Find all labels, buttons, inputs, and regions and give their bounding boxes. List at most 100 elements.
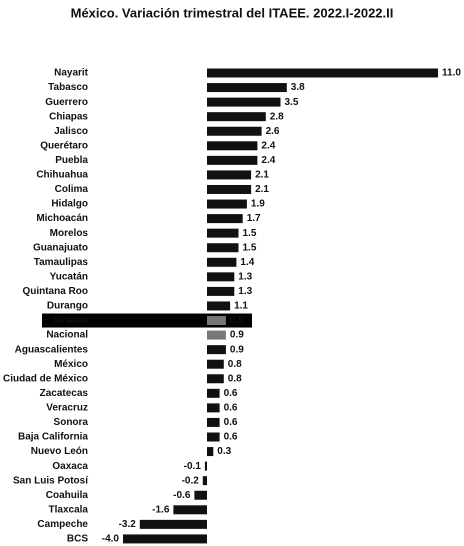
category-label: Nacional [46, 330, 88, 341]
category-label: Oaxaca [52, 461, 88, 472]
value-label: 1.9 [251, 199, 265, 210]
bar [173, 505, 207, 515]
category-label: BCS [67, 534, 88, 545]
value-label: -0.6 [173, 490, 191, 501]
value-label: 2.1 [255, 170, 269, 181]
bar [207, 68, 438, 78]
bar [207, 330, 226, 340]
value-label: 1.5 [243, 242, 257, 253]
bar [202, 476, 207, 486]
bar [207, 126, 262, 136]
value-label: 2.4 [261, 155, 275, 166]
value-label: 11.0 [442, 68, 461, 79]
category-label: Nuevo León [31, 446, 88, 457]
value-label: 1.7 [247, 213, 261, 224]
bar [207, 257, 237, 267]
value-label: 0.6 [224, 388, 238, 399]
value-label: 2.6 [266, 126, 280, 137]
value-label: 2.4 [261, 140, 275, 151]
value-label: 2.8 [270, 111, 284, 122]
category-label: Guerrero [45, 97, 88, 108]
category-label: Yucatán [50, 271, 88, 282]
bar [207, 272, 235, 282]
bar [123, 534, 207, 544]
category-label: Puebla [55, 155, 88, 166]
chart-title: México. Variación trimestral del ITAEE. … [71, 5, 394, 20]
bar [207, 243, 239, 253]
value-label: -0.2 [182, 475, 200, 486]
value-label: 0.9 [230, 344, 244, 355]
bar [207, 345, 226, 355]
category-label: Campeche [37, 519, 88, 530]
category-label: Querétaro [40, 140, 88, 151]
value-label: -0.1 [184, 461, 202, 472]
bar [207, 112, 266, 122]
bar [207, 97, 281, 107]
value-label: 2.1 [255, 184, 269, 195]
category-label: Chiapas [49, 111, 88, 122]
value-label: 0.8 [228, 359, 242, 370]
bar [207, 301, 231, 311]
value-label: 0.6 [224, 417, 238, 428]
value-label: 0.9 [230, 315, 244, 326]
category-label: Morelos [50, 228, 89, 239]
bar [207, 199, 247, 209]
category-label: Nayarit [54, 68, 89, 79]
value-label: 0.9 [230, 330, 244, 341]
bar [207, 286, 235, 296]
category-label: Tamaulipas [34, 257, 89, 268]
category-label: Coahuila [46, 490, 89, 501]
bar [207, 228, 239, 238]
value-label: 3.5 [285, 97, 299, 108]
value-label: -4.0 [102, 534, 120, 545]
category-label: Tabasco [48, 82, 88, 93]
category-label: Chihuahua [36, 170, 88, 181]
category-label: Aguascalientes [15, 344, 89, 355]
bar [207, 374, 224, 384]
value-label: 0.6 [224, 432, 238, 443]
category-label: Durango [47, 301, 88, 312]
category-label: Sinaloa [52, 315, 88, 326]
category-label: Jalisco [54, 126, 88, 137]
bar [207, 417, 220, 427]
bar [207, 184, 252, 194]
category-label: Veracruz [46, 403, 88, 414]
bar [207, 316, 226, 326]
bar [207, 214, 243, 224]
value-label: 1.5 [243, 228, 257, 239]
value-label: -3.2 [119, 519, 137, 530]
value-label: 0.3 [217, 446, 231, 457]
bar [207, 83, 287, 93]
category-label: San Luis Potosí [13, 475, 89, 486]
category-label: Zacatecas [40, 388, 89, 399]
category-label: Tlaxcala [49, 504, 89, 515]
bar [204, 461, 207, 471]
category-label: Hidalgo [51, 199, 88, 210]
bar [207, 141, 258, 151]
bar [207, 170, 252, 180]
bar [207, 432, 220, 442]
value-label: 1.4 [240, 257, 254, 268]
category-label: Ciudad de México [3, 373, 88, 384]
value-label: 1.3 [238, 271, 252, 282]
category-label: Baja California [18, 432, 88, 443]
value-label: 0.6 [224, 403, 238, 414]
category-label: Michoacán [36, 213, 88, 224]
highlight-band [42, 313, 252, 328]
value-label: 1.3 [238, 286, 252, 297]
bar [207, 388, 220, 398]
category-label: Sonora [54, 417, 89, 428]
bar [139, 519, 207, 529]
value-label: -1.6 [152, 504, 170, 515]
bar [207, 403, 220, 413]
bar [194, 490, 207, 500]
category-label: México [54, 359, 88, 370]
bar [207, 447, 214, 457]
value-label: 0.8 [228, 373, 242, 384]
value-label: 3.8 [291, 82, 305, 93]
value-label: 1.1 [234, 301, 248, 312]
category-label: Guanajuato [33, 242, 88, 253]
bar [207, 155, 258, 165]
bar [207, 359, 224, 369]
